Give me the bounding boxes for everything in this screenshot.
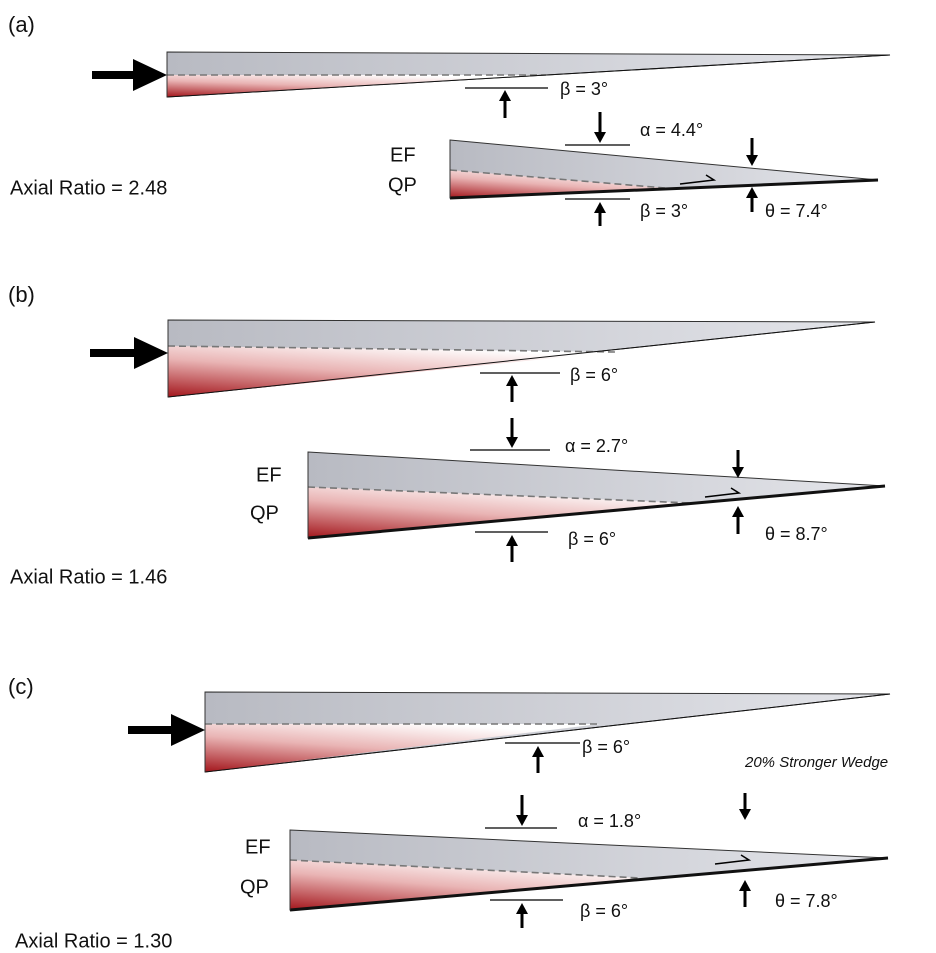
push-arrow-head: [133, 59, 167, 91]
angle-arrow-head: [746, 155, 758, 166]
push-arrow-head: [171, 714, 205, 746]
angle-arrow-head: [594, 202, 606, 213]
angle-arrow-head: [532, 746, 544, 757]
theta-label: θ = 7.8°: [775, 891, 838, 911]
qp-label: QP: [388, 174, 417, 196]
angle-arrow-head: [506, 437, 518, 448]
alpha-label: α = 2.7°: [565, 436, 628, 456]
beta-label: β = 6°: [580, 901, 628, 921]
panel-label: (a): [8, 12, 35, 37]
alpha-label: α = 1.8°: [578, 811, 641, 831]
ef-label: EF: [256, 464, 282, 486]
axial-ratio: Axial Ratio = 1.30: [15, 930, 172, 952]
angle-arrow-head: [594, 132, 606, 143]
alpha-label: α = 4.4°: [640, 120, 703, 140]
note: 20% Stronger Wedge: [744, 754, 888, 771]
ef-label: EF: [245, 836, 271, 858]
panel-label: (b): [8, 282, 35, 307]
push-arrow: [90, 349, 138, 357]
push-arrow: [92, 71, 137, 79]
push-arrow-head: [134, 337, 168, 369]
beta-label: β = 3°: [640, 201, 688, 221]
beta-label: β = 6°: [568, 529, 616, 549]
beta-label: β = 6°: [570, 365, 618, 385]
angle-arrow-head: [506, 535, 518, 546]
shapes: [90, 52, 890, 928]
qp-label: QP: [240, 876, 269, 898]
angle-arrow-head: [732, 467, 744, 478]
angle-arrow-head: [732, 506, 744, 517]
angle-arrow-head: [499, 90, 511, 101]
angle-arrow-head: [739, 880, 751, 891]
panel-label: (c): [8, 674, 34, 699]
beta-label: β = 3°: [560, 79, 608, 99]
angle-arrow-head: [516, 815, 528, 826]
ef-label: EF: [390, 144, 416, 166]
push-arrow: [128, 726, 175, 734]
theta-label: θ = 7.4°: [765, 201, 828, 221]
axial-ratio: Axial Ratio = 2.48: [10, 177, 167, 199]
beta-label: β = 6°: [582, 737, 630, 757]
angle-arrow-head: [739, 809, 751, 820]
diagram: (a) β = 3° EF QP α = 4.4° β = 3° θ = 7.4…: [0, 0, 936, 953]
angle-arrow-head: [746, 187, 758, 198]
theta-label: θ = 8.7°: [765, 524, 828, 544]
axial-ratio: Axial Ratio = 1.46: [10, 566, 167, 588]
red-zone: [168, 346, 615, 397]
angle-arrow-head: [506, 375, 518, 386]
angle-arrow-head: [516, 903, 528, 914]
qp-label: QP: [250, 502, 279, 524]
